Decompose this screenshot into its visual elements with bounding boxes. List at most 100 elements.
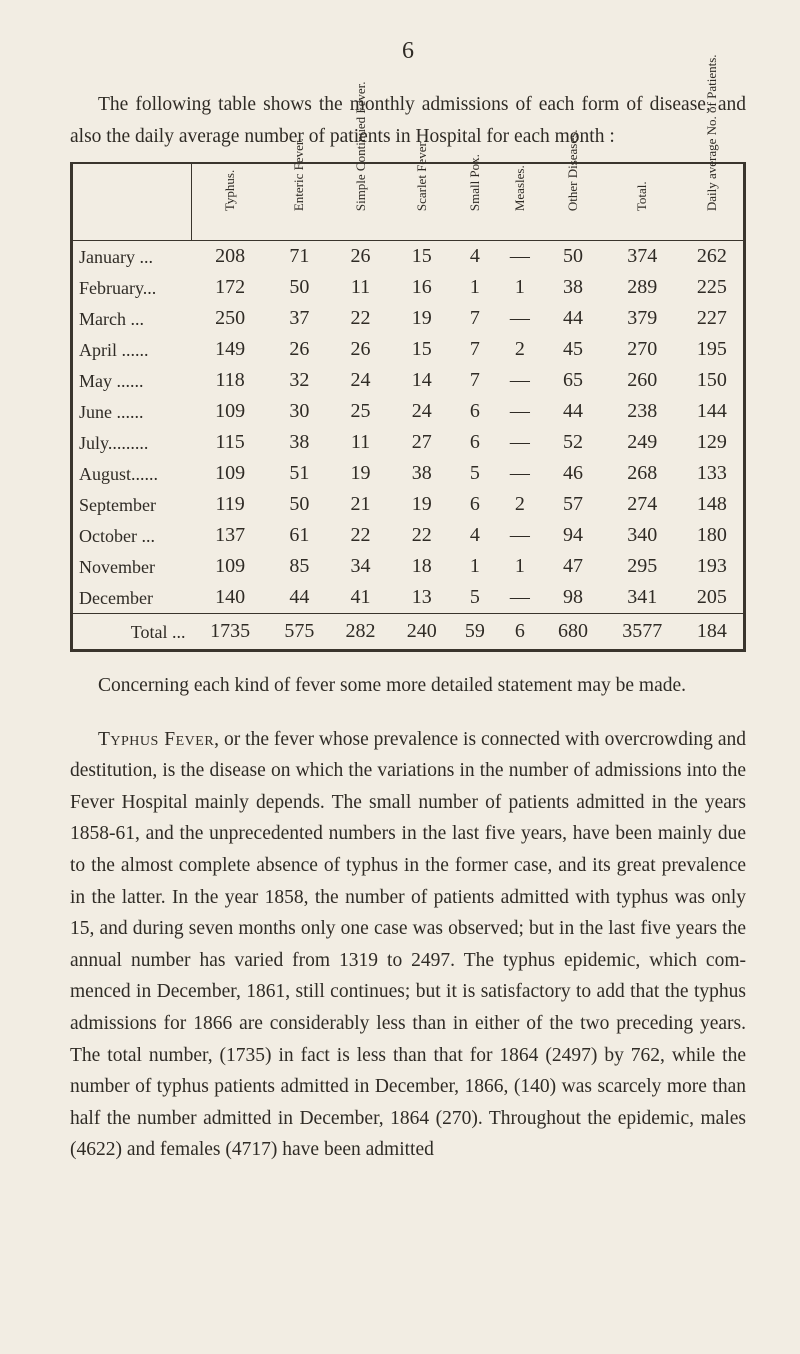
cell: 208 (192, 241, 269, 273)
total-label: Total ... (72, 614, 192, 651)
cell: 37 (269, 303, 330, 334)
table-row: January ... 208 71 26 15 4 — 50 374 262 (72, 241, 745, 273)
cell: 144 (681, 396, 745, 427)
cell: 26 (330, 334, 391, 365)
cell: — (497, 458, 542, 489)
col-header-other: Other Diseases. (542, 163, 603, 241)
table-header-row: Typhus. Enteric Fever. Simple Continued … (72, 163, 745, 241)
cell: 137 (192, 520, 269, 551)
cell: 44 (542, 303, 603, 334)
cell: 6 (452, 396, 497, 427)
cell: 47 (542, 551, 603, 582)
cell: 98 (542, 582, 603, 614)
page: 6 The following table shows the monthly … (0, 0, 800, 1354)
table-row: November 109 85 34 18 1 1 47 295 193 (72, 551, 745, 582)
cell: 180 (681, 520, 745, 551)
cell: 50 (542, 241, 603, 273)
cell: 238 (604, 396, 681, 427)
cell: 205 (681, 582, 745, 614)
cell: — (497, 396, 542, 427)
intro-text: The following table shows the monthly ad… (70, 89, 746, 152)
cell: 7 (452, 334, 497, 365)
cell: 85 (269, 551, 330, 582)
col-header-typhus: Typhus. (192, 163, 269, 241)
cell: 57 (542, 489, 603, 520)
cell: 5 (452, 458, 497, 489)
row-label: May ...... (72, 365, 192, 396)
col-header-scarlet: Scarlet Fever. (391, 163, 452, 241)
col-header-total: Total. (604, 163, 681, 241)
cell: 250 (192, 303, 269, 334)
cell: 172 (192, 272, 269, 303)
cell: 6 (452, 427, 497, 458)
table-row: February... 172 50 11 16 1 1 38 289 225 (72, 272, 745, 303)
typhus-lead: Typhus Fever (98, 729, 214, 750)
table-total-row: Total ... 1735 575 282 240 59 6 680 3577… (72, 614, 745, 651)
cell: 1 (452, 551, 497, 582)
cell: 44 (269, 582, 330, 614)
cell: 24 (391, 396, 452, 427)
col-header-blank (72, 163, 192, 241)
cell: — (497, 365, 542, 396)
cell: 109 (192, 396, 269, 427)
row-label: February... (72, 272, 192, 303)
cell: 15 (391, 334, 452, 365)
row-label: August...... (72, 458, 192, 489)
intro-paragraph: The following table shows the monthly ad… (70, 89, 746, 152)
row-label: September (72, 489, 192, 520)
cell: — (497, 582, 542, 614)
cell: 6 (452, 489, 497, 520)
col-header-enteric: Enteric Fever. (269, 163, 330, 241)
cell: 249 (604, 427, 681, 458)
cell: 2 (497, 334, 542, 365)
cell: 41 (330, 582, 391, 614)
cell: 268 (604, 458, 681, 489)
cell: 38 (391, 458, 452, 489)
cell: 295 (604, 551, 681, 582)
typhus-rest: , or the fever whose prevalence is conne… (70, 729, 746, 1161)
cell: 225 (681, 272, 745, 303)
cell: 71 (269, 241, 330, 273)
typhus-paragraph: Typhus Fever, or the fever whose prevale… (70, 724, 746, 1166)
table-row: May ...... 118 32 24 14 7 — 65 260 150 (72, 365, 745, 396)
cell: 18 (391, 551, 452, 582)
cell: 6 (497, 614, 542, 651)
cell: 24 (330, 365, 391, 396)
cell: 19 (391, 489, 452, 520)
cell: 274 (604, 489, 681, 520)
cell: 289 (604, 272, 681, 303)
cell: 5 (452, 582, 497, 614)
cell: 21 (330, 489, 391, 520)
cell: 341 (604, 582, 681, 614)
cell: 51 (269, 458, 330, 489)
cell: 184 (681, 614, 745, 651)
cell: 19 (391, 303, 452, 334)
cell: 45 (542, 334, 603, 365)
cell: 7 (452, 365, 497, 396)
cell: 133 (681, 458, 745, 489)
cell: 38 (269, 427, 330, 458)
cell: 129 (681, 427, 745, 458)
cell: 148 (681, 489, 745, 520)
row-label: November (72, 551, 192, 582)
cell: 115 (192, 427, 269, 458)
cell: 379 (604, 303, 681, 334)
row-label: June ...... (72, 396, 192, 427)
cell: 14 (391, 365, 452, 396)
cell: 4 (452, 520, 497, 551)
cell: — (497, 520, 542, 551)
cell: 140 (192, 582, 269, 614)
table-row: July......... 115 38 11 27 6 — 52 249 12… (72, 427, 745, 458)
table-row: March ... 250 37 22 19 7 — 44 379 227 (72, 303, 745, 334)
cell: 27 (391, 427, 452, 458)
table-row: September 119 50 21 19 6 2 57 274 148 (72, 489, 745, 520)
cell: 13 (391, 582, 452, 614)
cell: 1 (497, 272, 542, 303)
row-label: January ... (72, 241, 192, 273)
cell: 16 (391, 272, 452, 303)
cell: 26 (330, 241, 391, 273)
cell: 15 (391, 241, 452, 273)
cell: 22 (330, 303, 391, 334)
cell: 227 (681, 303, 745, 334)
cell: 374 (604, 241, 681, 273)
